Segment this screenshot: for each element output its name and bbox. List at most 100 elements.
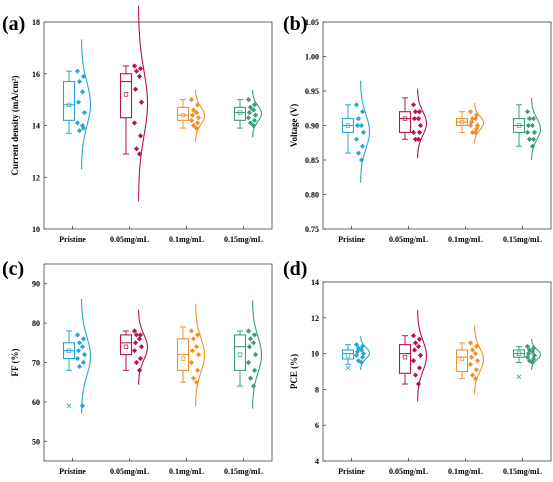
data-point xyxy=(132,86,139,92)
data-point xyxy=(469,372,476,378)
data-point xyxy=(474,358,481,364)
mean-marker xyxy=(516,351,522,356)
data-point xyxy=(74,68,81,74)
data-point xyxy=(411,116,418,122)
data-point xyxy=(415,343,422,350)
x-tick-label: 0.1mg/mL xyxy=(448,235,483,244)
data-point xyxy=(250,383,257,389)
data-point xyxy=(193,344,200,350)
data-point xyxy=(80,359,87,366)
box xyxy=(398,344,412,374)
data-point xyxy=(353,136,360,142)
x-tick-label: Pristine xyxy=(338,467,365,476)
data-point xyxy=(410,358,417,364)
y-tick-label: 0.75 xyxy=(305,225,319,234)
data-point xyxy=(190,375,197,381)
data-point xyxy=(190,122,197,129)
data-point xyxy=(417,352,424,358)
mean-marker xyxy=(516,123,522,128)
data-point xyxy=(467,122,474,129)
y-axis-label: PCE (%) xyxy=(289,354,299,389)
data-point xyxy=(251,117,258,123)
data-point xyxy=(411,347,418,353)
y-tick-label: 80 xyxy=(32,319,40,328)
data-point xyxy=(251,102,258,108)
data-point xyxy=(132,340,139,346)
data-point xyxy=(189,112,196,118)
chart-panel-3: (c) 50 60 70 80 90 FF (%) Pristine 0.05mg/mL 0.1m… xyxy=(2,258,273,476)
data-point xyxy=(467,361,474,367)
data-point xyxy=(137,332,144,338)
data-point xyxy=(467,340,474,346)
data-point xyxy=(416,109,423,115)
x-tick-label: 0.05mg/mL xyxy=(389,235,428,244)
data-point xyxy=(79,403,86,409)
data-point xyxy=(416,129,423,135)
data-point xyxy=(247,120,254,126)
data-point xyxy=(136,73,143,79)
data-point xyxy=(188,97,195,103)
y-tick-label: 14 xyxy=(311,278,319,287)
mean-marker xyxy=(66,102,72,107)
data-point xyxy=(80,336,87,342)
mean-marker xyxy=(237,110,243,115)
y-tick-label: 12 xyxy=(32,173,40,182)
data-point xyxy=(252,352,259,358)
data-point xyxy=(358,359,365,366)
data-point xyxy=(131,348,138,354)
data-point xyxy=(245,328,252,334)
data-point xyxy=(525,351,532,357)
data-point xyxy=(75,348,82,354)
plot-frame xyxy=(322,281,552,462)
plot-frame xyxy=(43,263,273,462)
distribution-curve xyxy=(81,298,92,414)
data-point xyxy=(410,333,417,339)
data-point xyxy=(529,359,536,366)
data-point xyxy=(358,122,365,129)
data-point xyxy=(252,112,259,118)
distribution-curve xyxy=(195,303,206,407)
data-point xyxy=(190,107,197,113)
mean-marker xyxy=(459,119,465,125)
data-point xyxy=(525,122,532,129)
data-point xyxy=(358,347,365,353)
data-point xyxy=(246,109,253,116)
data-point xyxy=(188,117,195,123)
y-tick-label: 1.00 xyxy=(305,53,319,62)
data-point xyxy=(529,122,536,129)
data-point xyxy=(136,336,143,342)
mean-marker xyxy=(180,356,186,361)
data-point xyxy=(531,129,538,135)
data-point xyxy=(79,344,86,350)
box xyxy=(455,349,469,373)
data-point xyxy=(412,136,419,142)
data-point xyxy=(133,146,140,152)
distribution-curve xyxy=(531,339,542,370)
mean-marker xyxy=(123,344,129,349)
data-point xyxy=(195,115,202,121)
data-point xyxy=(417,122,424,129)
mean-marker xyxy=(345,353,351,358)
data-point xyxy=(81,352,88,358)
mean-marker xyxy=(237,352,243,357)
data-point xyxy=(76,78,83,85)
data-point xyxy=(359,143,366,149)
data-point xyxy=(355,150,362,156)
data-point xyxy=(194,120,201,126)
data-point xyxy=(472,351,479,357)
data-point xyxy=(76,363,83,370)
distribution-curve xyxy=(417,88,428,159)
chart-panel-1: (a) 10 12 14 16 18 Current density (mA/cm²) Pri… xyxy=(2,5,273,244)
data-point xyxy=(247,375,254,381)
data-point xyxy=(359,109,366,115)
data-point xyxy=(415,136,422,142)
mean-marker xyxy=(180,112,186,118)
data-point xyxy=(194,332,201,338)
mean-marker xyxy=(123,92,129,97)
data-point xyxy=(133,68,140,74)
y-tick-label: 18 xyxy=(32,18,40,27)
data-point xyxy=(245,97,252,103)
data-point xyxy=(137,355,144,362)
x-tick-label: Pristine xyxy=(59,235,86,244)
